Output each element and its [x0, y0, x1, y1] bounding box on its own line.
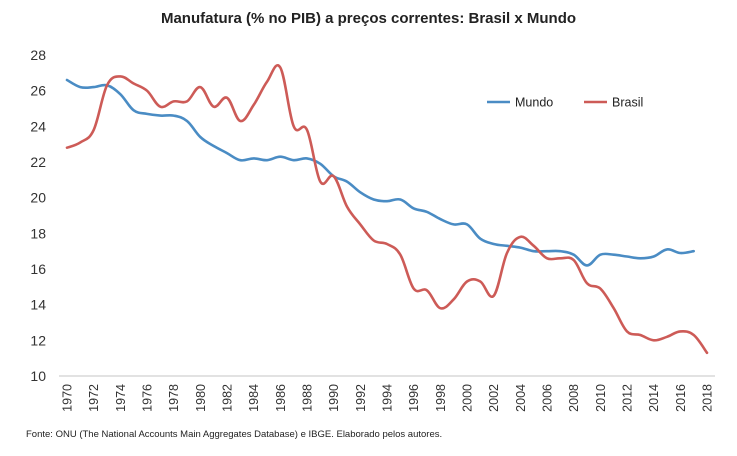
x-tick-label: 1992 — [354, 384, 368, 412]
source-note: Fonte: ONU (The National Accounts Main A… — [26, 429, 443, 440]
y-tick-label: 14 — [30, 297, 46, 313]
x-tick-label: 1988 — [301, 384, 315, 412]
legend-label-mundo: Mundo — [515, 96, 553, 110]
y-tick-label: 24 — [30, 118, 46, 134]
x-tick-label: 1976 — [141, 384, 155, 412]
legend: Mundo Brasil — [487, 96, 643, 110]
x-tick-label: 1994 — [381, 384, 395, 412]
x-tick-label: 2004 — [514, 384, 528, 412]
x-tick-label: 1974 — [114, 384, 128, 412]
x-tick-label: 2006 — [541, 384, 555, 412]
y-tick-label: 16 — [30, 261, 46, 277]
x-tick-label: 2012 — [621, 384, 635, 412]
y-tick-label: 26 — [30, 83, 46, 99]
y-tick-label: 28 — [30, 47, 46, 63]
x-tick-label: 1978 — [167, 384, 181, 412]
x-tick-label: 2014 — [647, 384, 661, 412]
x-tick-label: 1996 — [407, 384, 421, 412]
y-tick-label: 20 — [30, 190, 46, 206]
series-line-mundo — [65, 78, 695, 267]
x-tick-label: 1982 — [221, 384, 235, 412]
x-tick-label: 1990 — [327, 384, 341, 412]
y-tick-label: 22 — [30, 154, 46, 170]
x-tick-label: 1970 — [61, 384, 75, 412]
series-group — [65, 64, 709, 355]
x-tick-label: 1998 — [434, 384, 448, 412]
x-tick-label: 1972 — [87, 384, 101, 412]
y-axis-ticks: 10 12 14 16 18 20 22 24 26 28 — [30, 47, 46, 384]
x-axis-ticks: 1970 1972 1974 1976 1978 1980 1982 1984 1986 1988… — [61, 384, 715, 412]
x-tick-label: 1980 — [194, 384, 208, 412]
x-tick-label: 2010 — [594, 384, 608, 412]
x-tick-label: 2008 — [567, 384, 581, 412]
x-tick-label: 1986 — [274, 384, 288, 412]
series-line-brasil — [65, 64, 709, 355]
y-tick-label: 12 — [30, 332, 46, 348]
legend-label-brasil: Brasil — [612, 96, 643, 110]
x-tick-label: 2002 — [487, 384, 501, 412]
chart-title: Manufatura (% no PIB) a preços correntes… — [160, 10, 577, 27]
x-tick-label: 2018 — [701, 384, 715, 412]
y-tick-label: 10 — [30, 368, 46, 384]
x-tick-label: 2000 — [461, 384, 475, 412]
x-tick-label: 1984 — [247, 384, 261, 412]
x-tick-label: 2016 — [674, 384, 688, 412]
y-tick-label: 18 — [30, 225, 46, 241]
